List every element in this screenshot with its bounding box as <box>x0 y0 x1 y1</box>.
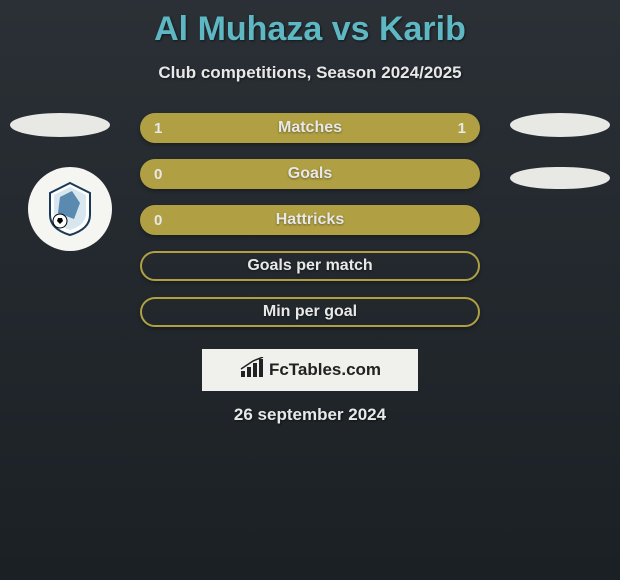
stat-row-matches: 1 Matches 1 <box>140 113 480 143</box>
team-right-badge <box>510 113 610 137</box>
date-text: 26 september 2024 <box>0 405 620 425</box>
stat-label: Goals <box>288 165 332 183</box>
stat-row-min-per-goal: Min per goal <box>140 297 480 327</box>
stat-label: Min per goal <box>263 303 357 321</box>
stat-left-value: 0 <box>154 212 162 229</box>
page-title: Al Muhaza vs Karib <box>0 0 620 49</box>
club-logo-left <box>28 167 112 251</box>
stat-label: Goals per match <box>247 257 372 275</box>
stat-row-hattricks: 0 Hattricks <box>140 205 480 235</box>
stat-left-value: 0 <box>154 166 162 183</box>
stat-rows: 1 Matches 1 0 Goals 0 Hattricks Goals pe… <box>140 113 480 327</box>
brand-text: FcTables.com <box>269 360 381 380</box>
team-left-badge <box>10 113 110 137</box>
chart-icon <box>239 357 265 384</box>
team-right-badge-2 <box>510 167 610 189</box>
subtitle: Club competitions, Season 2024/2025 <box>0 63 620 83</box>
stat-row-goals: 0 Goals <box>140 159 480 189</box>
stat-row-goals-per-match: Goals per match <box>140 251 480 281</box>
club-crest-icon <box>40 179 100 239</box>
stat-right-value: 1 <box>458 120 466 137</box>
stats-section: 1 Matches 1 0 Goals 0 Hattricks Goals pe… <box>0 113 620 425</box>
stat-label: Matches <box>278 119 342 137</box>
brand-badge[interactable]: FcTables.com <box>202 349 418 391</box>
stat-label: Hattricks <box>276 211 344 229</box>
stat-left-value: 1 <box>154 120 162 137</box>
